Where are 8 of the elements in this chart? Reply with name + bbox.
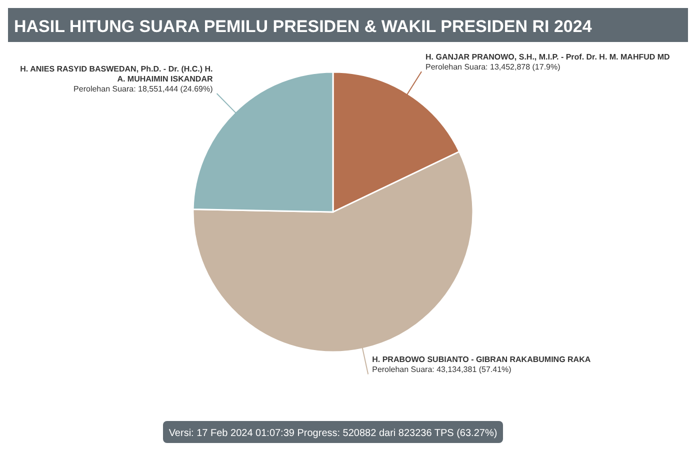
chart-title: HASIL HITUNG SUARA PEMILU PRESIDEN & WAKIL PRESIDEN RI 2024 <box>14 17 592 36</box>
slice-label: H. PRABOWO SUBIANTO - GIBRAN RAKABUMING RAKA <box>372 355 591 364</box>
text: Versi: 17 Feb 2024 01:07:39 Progress: 520882 dari 823236 TPS (63.27%) <box>168 428 498 439</box>
slice-label: H. GANJAR PRANOWO, S.H., M.I.P. - Prof. Dr. H. M. MAHFUD MD <box>426 52 670 62</box>
data-label: Perolehan Suara: 13,452,878 (17.9%) <box>426 62 561 72</box>
slice-label: H. ANIES RASYID BASWEDAN, Ph.D. - Dr. (H.C.) H. A. MUHAIMIN ISKANDAR <box>20 64 213 84</box>
data-label: Perolehan Suara: 18,551,444 (24.69%) <box>74 84 214 94</box>
data-label: Perolehan Suara: 43,134,381 (57.41%) <box>372 365 512 374</box>
